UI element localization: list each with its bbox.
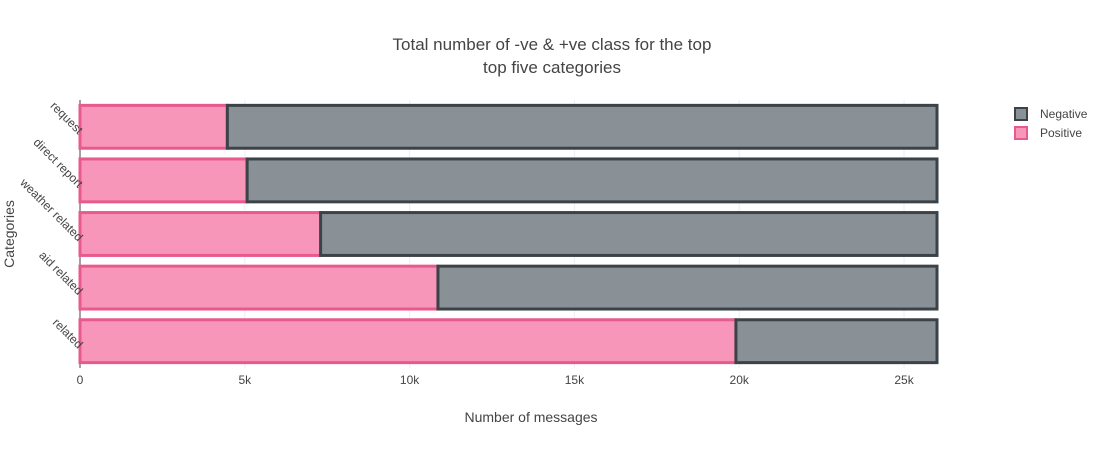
bar-negative-direct-report[interactable] xyxy=(245,157,939,204)
x-tick-label: 15k xyxy=(565,373,585,387)
x-tick-label: 5k xyxy=(238,373,252,387)
x-tick-label: 20k xyxy=(730,373,750,387)
chart-title-line-1: Total number of -ve & +ve class for the … xyxy=(393,35,712,54)
legend-swatch-negative xyxy=(1014,107,1028,121)
chart-title-line-2: top five categories xyxy=(483,58,621,77)
bar-positive-aid-related[interactable] xyxy=(78,264,440,311)
y-tick-label: aid related xyxy=(36,248,86,298)
legend-item-positive[interactable]: Positive xyxy=(1014,126,1082,140)
x-tick-label: 0 xyxy=(77,373,84,387)
bars xyxy=(78,103,939,365)
bar-negative-weather-related[interactable] xyxy=(319,211,939,257)
bar-positive-direct-report[interactable] xyxy=(78,157,249,204)
x-tick-label: 10k xyxy=(400,373,420,387)
y-tick-label: direct report xyxy=(31,135,87,191)
legend-item-negative[interactable]: Negative xyxy=(1014,107,1088,121)
bar-negative-related[interactable] xyxy=(734,318,939,365)
legend-label-positive: Positive xyxy=(1040,126,1082,140)
bar-negative-aid-related[interactable] xyxy=(436,264,939,311)
x-tick-label: 25k xyxy=(894,373,914,387)
bar-positive-request[interactable] xyxy=(78,103,229,150)
bar-positive-related[interactable] xyxy=(78,318,738,365)
x-tick-labels: 0 5k 10k 15k 20k 25k xyxy=(77,373,915,387)
legend-swatch-positive xyxy=(1014,126,1028,140)
legend-label-negative: Negative xyxy=(1040,107,1088,121)
bar-negative-request[interactable] xyxy=(225,103,939,150)
bar-positive-weather-related[interactable] xyxy=(78,211,323,257)
x-axis-title: Number of messages xyxy=(464,409,597,425)
y-axis-title: Categories xyxy=(1,200,17,268)
legend[interactable]: Negative Positive xyxy=(1014,107,1088,140)
